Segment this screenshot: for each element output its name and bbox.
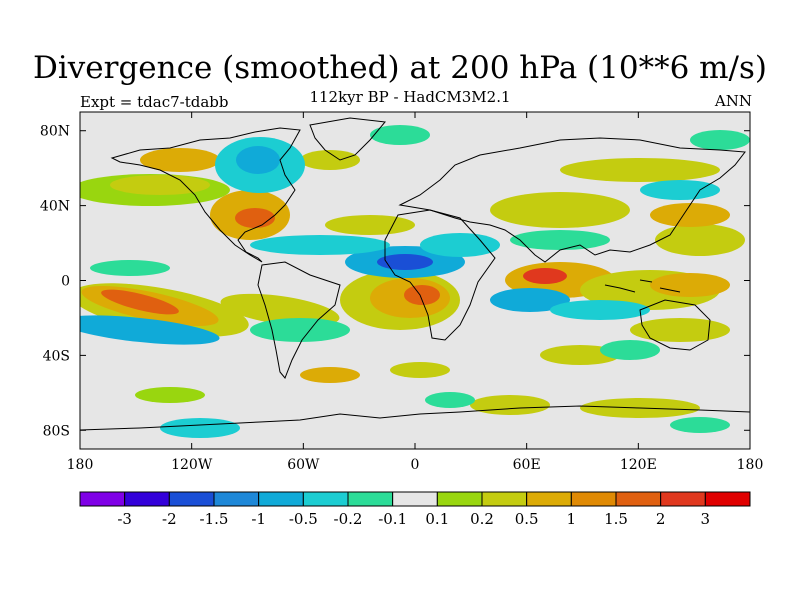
colorbar-label: 0.5: [515, 510, 539, 528]
colorbar-label: -0.1: [378, 510, 407, 528]
colorbar-label: -0.5: [289, 510, 318, 528]
colorbar-label: 0.1: [425, 510, 449, 528]
colorbar-swatch: [392, 491, 438, 507]
colorbar-label: 2: [656, 510, 666, 528]
x-tick-label: 0: [411, 457, 420, 473]
colorbar-swatch: [704, 491, 751, 507]
colorbar-swatch: [481, 491, 528, 507]
coast-greenland: [309, 117, 386, 161]
x-tick-label: 60E: [513, 457, 541, 473]
coast-eurasia: [398, 137, 746, 263]
colorbar-label: 1.5: [604, 510, 628, 528]
colorbar-swatch: [213, 491, 260, 507]
colorbar-swatch: [570, 491, 617, 507]
colorbar: -3 -2 -1.5 -1 -0.5 -0.2 -0.1 0.1 0.2 0.5 1 1.5 2 3: [79, 491, 751, 528]
figure-title: Divergence (smoothed) at 200 hPa (10**6 …: [33, 50, 767, 86]
coast-australia: [639, 299, 711, 351]
coast-north-america: [110, 127, 301, 263]
colorbar-swatch: [660, 491, 706, 507]
x-tick-label: 180: [737, 457, 764, 473]
colorbar-label: 0.2: [470, 510, 494, 528]
x-tick-label: 120E: [620, 457, 657, 473]
colorbar-swatch: [79, 491, 126, 507]
colorbar-label: -1.5: [200, 510, 229, 528]
colorbar-swatch: [436, 491, 483, 507]
y-tick-label: 80N: [40, 124, 70, 140]
colorbar-label: -3: [117, 510, 132, 528]
coast-antarctica: [80, 405, 750, 431]
colorbar-swatch: [526, 491, 572, 507]
colorbar-label: 3: [701, 510, 711, 528]
y-tick-label: 40N: [40, 199, 70, 215]
experiment-label: Expt = tdac7-tdabb: [80, 93, 229, 111]
colorbar-label: -0.2: [334, 510, 363, 528]
y-tick-label: 80S: [43, 423, 70, 439]
period-label: ANN: [714, 92, 752, 110]
coast-indonesia: [604, 279, 681, 293]
field-negative-blobs: [80, 125, 750, 438]
y-tick-label: 0: [61, 274, 70, 290]
x-tick-label: 60W: [287, 457, 320, 473]
figure-subtitle: 112kyr BP - HadCM3M2.1: [309, 88, 511, 106]
x-tick-label: 120W: [171, 457, 213, 473]
colorbar-swatch: [124, 491, 170, 507]
x-tick-label: 180: [67, 457, 94, 473]
divergence-field: [80, 125, 750, 438]
y-tick-label: 40S: [43, 348, 70, 364]
colorbar-label: -1: [251, 510, 266, 528]
coastlines: [80, 117, 750, 431]
colorbar-swatch: [258, 491, 304, 507]
colorbar-label: -2: [162, 510, 177, 528]
colorbar-swatch: [347, 491, 394, 507]
colorbar-label: 1: [567, 510, 577, 528]
axis-tick-labels: 180 120W 60W 0 60E 120E 180 80N 40N 0 40S 80S: [40, 124, 763, 473]
colorbar-swatch: [615, 491, 662, 507]
coast-africa: [384, 209, 496, 341]
colorbar-swatch: [302, 491, 349, 507]
coast-south-america: [257, 261, 341, 379]
axis-ticks: [79, 112, 751, 449]
colorbar-swatch: [168, 491, 215, 507]
field-positive-blobs: [80, 148, 745, 418]
